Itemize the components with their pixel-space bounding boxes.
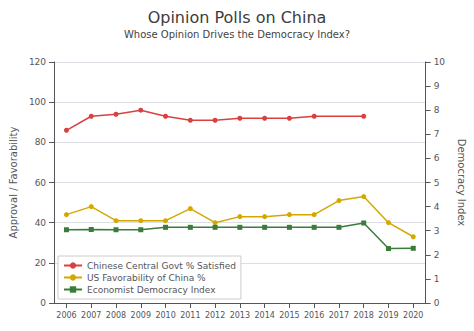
svg-text:40: 40 (35, 218, 47, 228)
svg-text:2006: 2006 (56, 311, 76, 320)
svg-text:5: 5 (434, 178, 440, 188)
svg-text:4: 4 (434, 202, 440, 212)
svg-text:0: 0 (434, 298, 440, 308)
svg-text:Chinese Central Govt % Satisfi: Chinese Central Govt % Satisfied (87, 261, 236, 271)
svg-text:120: 120 (29, 57, 46, 67)
svg-text:2015: 2015 (279, 311, 299, 320)
svg-text:60: 60 (35, 178, 47, 188)
svg-text:2011: 2011 (180, 311, 200, 320)
svg-text:2007: 2007 (81, 311, 101, 320)
svg-text:2016: 2016 (304, 311, 324, 320)
svg-text:100: 100 (29, 97, 46, 107)
svg-text:2012: 2012 (205, 311, 225, 320)
svg-text:US Favorability of China %: US Favorability of China % (87, 273, 206, 283)
svg-text:Approval / Favorability: Approval / Favorability (8, 126, 19, 238)
svg-text:0: 0 (40, 298, 46, 308)
svg-text:3: 3 (434, 226, 440, 236)
svg-text:2008: 2008 (106, 311, 126, 320)
svg-text:10: 10 (434, 57, 446, 67)
svg-text:8: 8 (434, 105, 440, 115)
svg-text:2: 2 (434, 250, 440, 260)
svg-text:2017: 2017 (329, 311, 349, 320)
svg-text:2018: 2018 (354, 311, 374, 320)
svg-text:80: 80 (35, 137, 47, 147)
svg-text:20: 20 (35, 258, 47, 268)
svg-text:2019: 2019 (378, 311, 398, 320)
svg-text:Democracy Index: Democracy Index (456, 139, 467, 227)
svg-text:2020: 2020 (403, 311, 423, 320)
svg-text:2010: 2010 (155, 311, 175, 320)
svg-text:2009: 2009 (131, 311, 151, 320)
svg-text:7: 7 (434, 129, 440, 139)
svg-text:6: 6 (434, 153, 440, 163)
svg-text:1: 1 (434, 274, 440, 284)
svg-text:Whose Opinion Drives the Democ: Whose Opinion Drives the Democracy Index… (124, 29, 350, 40)
svg-text:2013: 2013 (230, 311, 250, 320)
svg-text:2014: 2014 (254, 311, 274, 320)
svg-text:Economist Democracy Index: Economist Democracy Index (87, 285, 216, 295)
svg-text:9: 9 (434, 81, 440, 91)
svg-text:Opinion Polls on China: Opinion Polls on China (148, 8, 327, 27)
